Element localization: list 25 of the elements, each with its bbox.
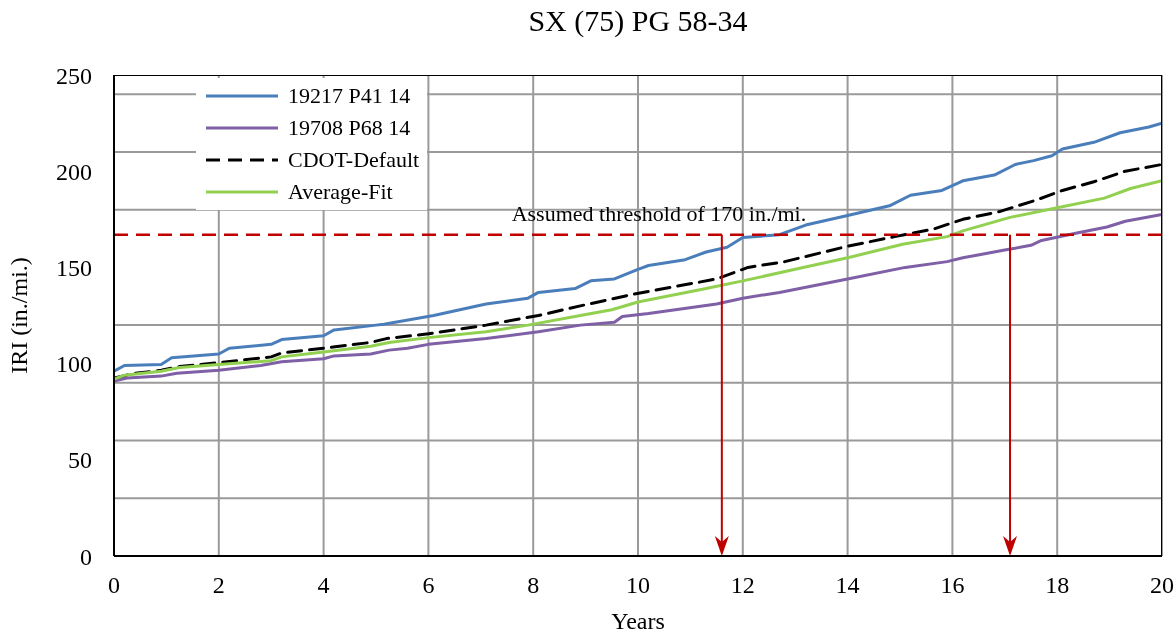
x-tick-label: 10 bbox=[626, 572, 650, 599]
y-tick-label: 150 bbox=[56, 254, 92, 281]
y-tick-label: 200 bbox=[56, 158, 92, 185]
x-tick-label: 20 bbox=[1150, 572, 1174, 599]
x-tick-label: 12 bbox=[730, 572, 755, 599]
x-tick-label: 14 bbox=[835, 572, 860, 599]
y-axis-title: IRI (in./mi.) bbox=[5, 257, 32, 374]
x-tick-label: 16 bbox=[940, 572, 965, 599]
chart-title: SX (75) PG 58-34 bbox=[527, 4, 749, 38]
x-tick-label: 2 bbox=[212, 572, 225, 599]
x-tick-label: 4 bbox=[317, 572, 330, 599]
annotation: Assumed threshold of 170 in./mi. bbox=[511, 200, 807, 226]
x-tick-label: 0 bbox=[108, 572, 120, 599]
legend-label: 19217 P41 14 bbox=[288, 82, 411, 110]
x-tick-label: 6 bbox=[422, 572, 435, 599]
legend-label: CDOT-Default bbox=[288, 146, 420, 174]
legend-label: 19708 P68 14 bbox=[288, 114, 411, 142]
y-tick-label: 0 bbox=[80, 543, 92, 570]
y-tick-label: 250 bbox=[56, 62, 92, 89]
y-tick-label: 50 bbox=[68, 447, 92, 474]
x-tick-label: 18 bbox=[1045, 572, 1070, 599]
y-tick-label: 100 bbox=[56, 351, 92, 378]
legend-label: Average-Fit bbox=[288, 178, 393, 206]
x-axis-title: Years bbox=[611, 608, 665, 634]
x-tick-label: 8 bbox=[527, 572, 540, 599]
